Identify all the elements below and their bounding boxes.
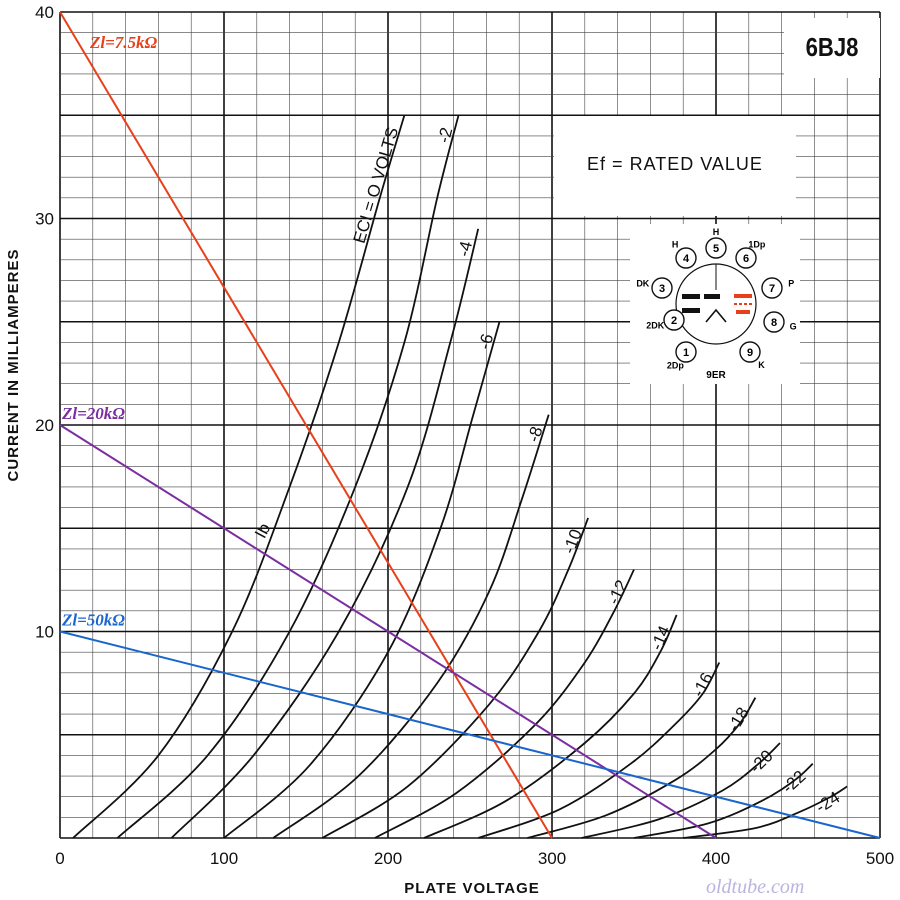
pin-circle <box>763 311 785 333</box>
grid <box>59 11 881 839</box>
load-line-label: Zl=20kΩ <box>61 404 125 423</box>
curve-label: -10 <box>559 527 586 557</box>
grid-bias-curve <box>170 228 480 839</box>
pin-number: 1 <box>683 347 689 359</box>
curve-label: -8 <box>524 424 547 444</box>
pin-number: 2 <box>671 315 677 327</box>
load-line-label: Zl=50kΩ <box>61 611 125 630</box>
load-line <box>59 630 881 839</box>
pin-label: K <box>758 360 765 370</box>
pin-label: 2DK <box>646 321 665 331</box>
diode-plate-symbol <box>682 294 700 299</box>
pin-number: 5 <box>713 243 719 255</box>
grid-bias-curve <box>72 115 406 839</box>
pinout-diagram: 1 2Dp 2 2DK 3 DK 4 H 5 H 6 1Dp 7 P 8 G 9 K 9ER <box>630 224 800 384</box>
pin-number: 7 <box>769 283 775 295</box>
pin-label: DK <box>636 278 649 288</box>
grid-bias-curve <box>223 321 501 839</box>
grid-bias-curve <box>116 115 460 839</box>
pin-label: H <box>672 240 679 250</box>
x-tick-label: 100 <box>210 849 238 868</box>
grid-bias-curve <box>527 697 757 839</box>
load-line-label: Zl=7.5kΩ <box>89 33 158 52</box>
x-tick-label: 500 <box>866 849 894 868</box>
tube-type-box: 6BJ8 <box>784 18 880 78</box>
grid-bias-curve <box>633 763 814 839</box>
pin-label: P <box>788 279 794 289</box>
triode-plate-symbol <box>704 294 720 299</box>
pin-circle <box>651 277 673 299</box>
pin-circle <box>675 247 697 269</box>
curve-label: ECI = O VOLTS <box>350 125 403 246</box>
triode-plate-accent <box>734 294 752 298</box>
grid-bias-curve <box>683 785 848 839</box>
pin-number: 8 <box>771 317 777 329</box>
pin-circle <box>663 309 685 331</box>
pin-number: 6 <box>743 253 749 265</box>
filament-note-box: Ef = RATED VALUE <box>554 116 796 216</box>
x-axis-label: PLATE VOLTAGE <box>404 880 540 897</box>
grid-bias-curve <box>477 662 721 839</box>
curve-label: -4 <box>454 239 476 258</box>
grid-bias-curve <box>272 414 550 839</box>
base-type-label: 9ER <box>706 370 726 381</box>
curve-label: -6 <box>475 332 497 352</box>
triode-cathode-accent <box>736 310 750 314</box>
pin-label: 1Dp <box>748 240 766 250</box>
y-tick-label: 20 <box>35 416 54 435</box>
diode-plate-symbol <box>682 308 700 313</box>
filament-note: Ef = RATED VALUE <box>587 154 763 174</box>
pin-circle <box>761 277 783 299</box>
load-line <box>59 11 553 839</box>
chart-title: 6BJ8 <box>805 32 859 62</box>
grid-bias-curve <box>374 569 635 839</box>
grid-bias-curve <box>581 742 781 839</box>
y-tick-label: 10 <box>35 623 54 642</box>
grid-bias-curve <box>321 517 589 839</box>
y-axis-label: CURRENT IN MILLIAMPERES <box>5 249 22 482</box>
x-tick-label: 400 <box>702 849 730 868</box>
pin-circle <box>739 341 761 363</box>
pin-label: H <box>713 227 720 237</box>
pin-circle <box>735 247 757 269</box>
tick-labels: 0 100 200 300 400 500 10 20 30 40 <box>35 3 894 868</box>
pin-circle <box>675 341 697 363</box>
pin-label: 2Dp <box>667 361 685 371</box>
watermark: oldtube.com <box>706 876 805 898</box>
pin-circle <box>705 237 727 259</box>
heater-symbol <box>705 308 727 323</box>
x-tick-label: 200 <box>374 849 402 868</box>
curve-label: -2 <box>434 126 456 145</box>
pin-number: 9 <box>747 347 753 359</box>
grid-bias-curve <box>423 614 678 839</box>
curve-label: -16 <box>689 669 717 700</box>
curve-label: -14 <box>647 623 674 653</box>
load-lines: Zl=7.5kΩ Zl=20kΩ Zl=50kΩ <box>59 11 881 839</box>
pin-number: 4 <box>683 253 690 265</box>
pin-label: G <box>790 322 797 332</box>
electrode-symbols <box>682 264 752 323</box>
x-tick-label: 300 <box>538 849 566 868</box>
x-tick-label: 0 <box>55 849 64 868</box>
y-tick-label: 30 <box>35 210 54 229</box>
pin-number: 3 <box>659 283 665 295</box>
y-tick-label: 40 <box>35 3 54 22</box>
